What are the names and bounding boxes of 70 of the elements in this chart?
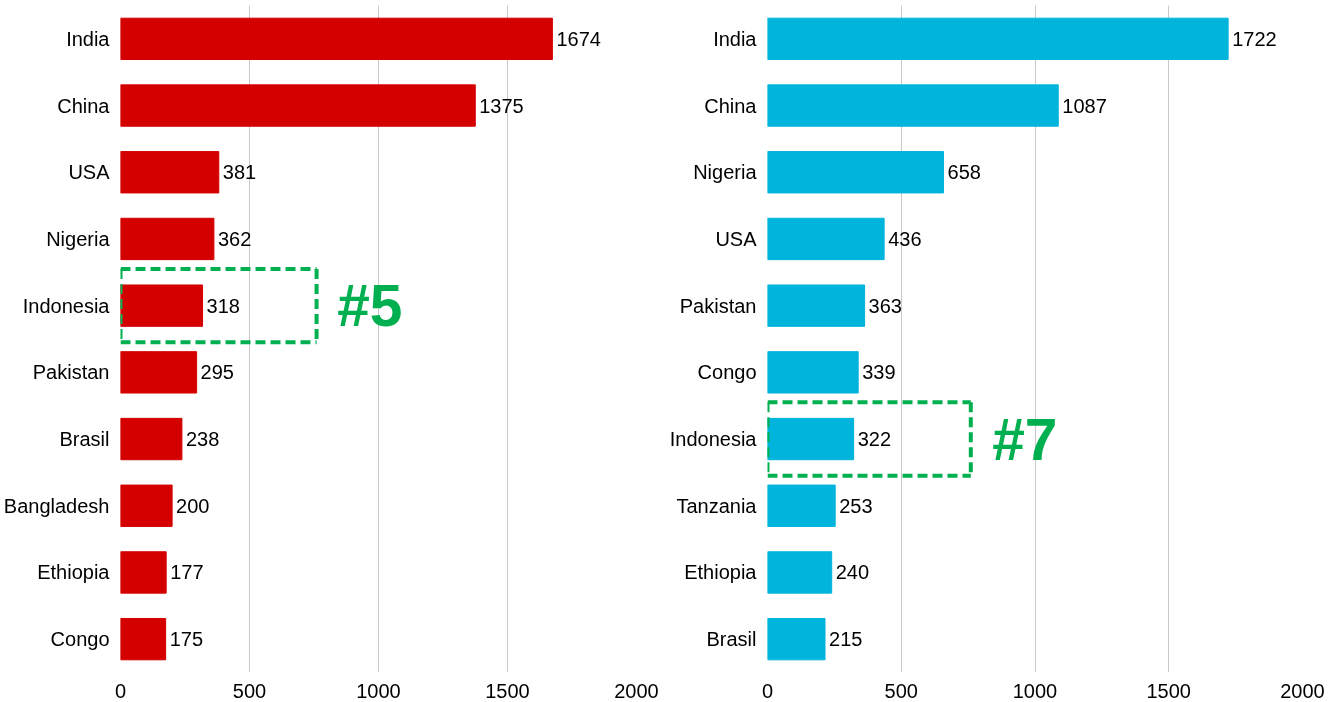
y-tick-label: Pakistan (32, 361, 110, 384)
bar (767, 284, 866, 327)
bar (767, 84, 1059, 127)
y-tick-label: China (57, 94, 111, 117)
x-tick-label: 500 (232, 679, 267, 702)
bar (767, 17, 1229, 61)
y-tick-label: Nigeria (693, 161, 758, 184)
data-label: 240 (835, 561, 870, 584)
bar (120, 151, 220, 194)
y-tick-label: Bangladesh (3, 494, 110, 517)
data-label: 175 (169, 628, 204, 651)
y-tick-label: Indonesia (669, 428, 758, 451)
bar (767, 551, 833, 594)
x-tick-label: 1500 (1146, 679, 1191, 702)
data-label: 339 (862, 361, 896, 384)
data-label: 1722 (1232, 27, 1277, 50)
y-tick-label: Tanzania (676, 494, 758, 517)
x-tick-label: 2000 (1280, 679, 1325, 702)
annotation: #7 (992, 406, 1058, 472)
y-tick-label: Congo (50, 628, 110, 651)
data-label: 318 (206, 294, 240, 317)
y-tick-label: India (713, 27, 758, 50)
x-tick-label: 1000 (1012, 679, 1058, 702)
y-tick-label: Ethiopia (684, 561, 758, 584)
annotation: #5 (337, 273, 403, 339)
y-tick-label: Indonesia (22, 294, 111, 317)
x-tick-label: 0 (761, 679, 774, 702)
data-label: 381 (222, 161, 257, 184)
bar (120, 484, 173, 527)
bar (767, 484, 836, 527)
data-label: 177 (170, 561, 204, 584)
data-label: 295 (200, 361, 234, 384)
bar (120, 84, 476, 127)
data-label: 436 (888, 227, 922, 250)
x-tick-label: 1500 (485, 679, 530, 702)
x-tick-label: 500 (884, 679, 918, 702)
bar (120, 551, 167, 594)
data-label: 200 (176, 494, 210, 517)
data-label: 322 (857, 428, 892, 451)
y-tick-label: USA (715, 227, 758, 250)
x-tick-label: 0 (114, 679, 127, 702)
bar (767, 217, 885, 261)
bar (120, 17, 553, 61)
y-tick-label: Ethiopia (37, 561, 111, 584)
y-tick-label: Brasil (59, 428, 110, 451)
y-tick-label: India (66, 27, 111, 50)
bar (767, 617, 826, 661)
bar (767, 351, 859, 394)
y-tick-label: USA (68, 161, 111, 184)
data-label: 238 (185, 428, 220, 451)
data-label: 363 (868, 294, 902, 317)
data-label: 1375 (479, 94, 524, 117)
bar (120, 617, 167, 661)
data-label: 658 (947, 161, 981, 184)
data-label: 1674 (556, 27, 601, 50)
y-tick-label: China (704, 94, 758, 117)
x-tick-label: 2000 (614, 679, 659, 702)
data-label: 1087 (1062, 94, 1107, 117)
y-tick-label: Brasil (706, 628, 757, 651)
bar (120, 417, 183, 461)
data-label: 253 (839, 494, 873, 517)
bar (120, 351, 198, 394)
data-label: 215 (829, 628, 863, 651)
bar (120, 217, 215, 261)
x-tick-label: 1000 (356, 679, 401, 702)
y-tick-label: Nigeria (46, 227, 111, 250)
bar (767, 151, 945, 194)
data-label: 362 (217, 227, 252, 250)
y-tick-label: Congo (697, 361, 757, 384)
y-tick-label: Pakistan (679, 294, 757, 317)
